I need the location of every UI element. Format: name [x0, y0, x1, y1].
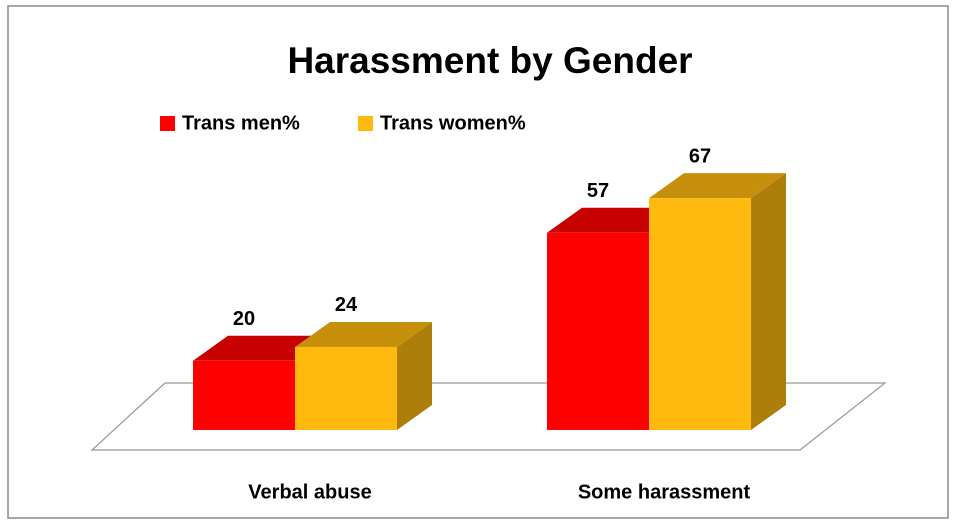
- bar-top: [649, 173, 786, 199]
- value-label: 57: [587, 180, 609, 202]
- bar: [547, 232, 649, 430]
- bar: [649, 198, 751, 430]
- x-tick-label: Verbal abuse: [248, 481, 371, 503]
- bar-side: [751, 173, 786, 430]
- legend-swatch: [358, 116, 373, 131]
- bar-top: [295, 321, 432, 347]
- value-label: 67: [689, 145, 711, 167]
- value-label: 20: [233, 308, 255, 330]
- bar: [193, 360, 295, 430]
- legend-label: Trans women%: [380, 112, 526, 134]
- legend-label: Trans men%: [182, 112, 300, 134]
- legend-swatch: [160, 116, 175, 131]
- x-tick-label: Some harassment: [578, 481, 751, 503]
- value-label: 24: [335, 294, 358, 316]
- bar-side: [397, 321, 432, 430]
- bar: [295, 346, 397, 430]
- chart-title: Harassment by Gender: [287, 40, 692, 81]
